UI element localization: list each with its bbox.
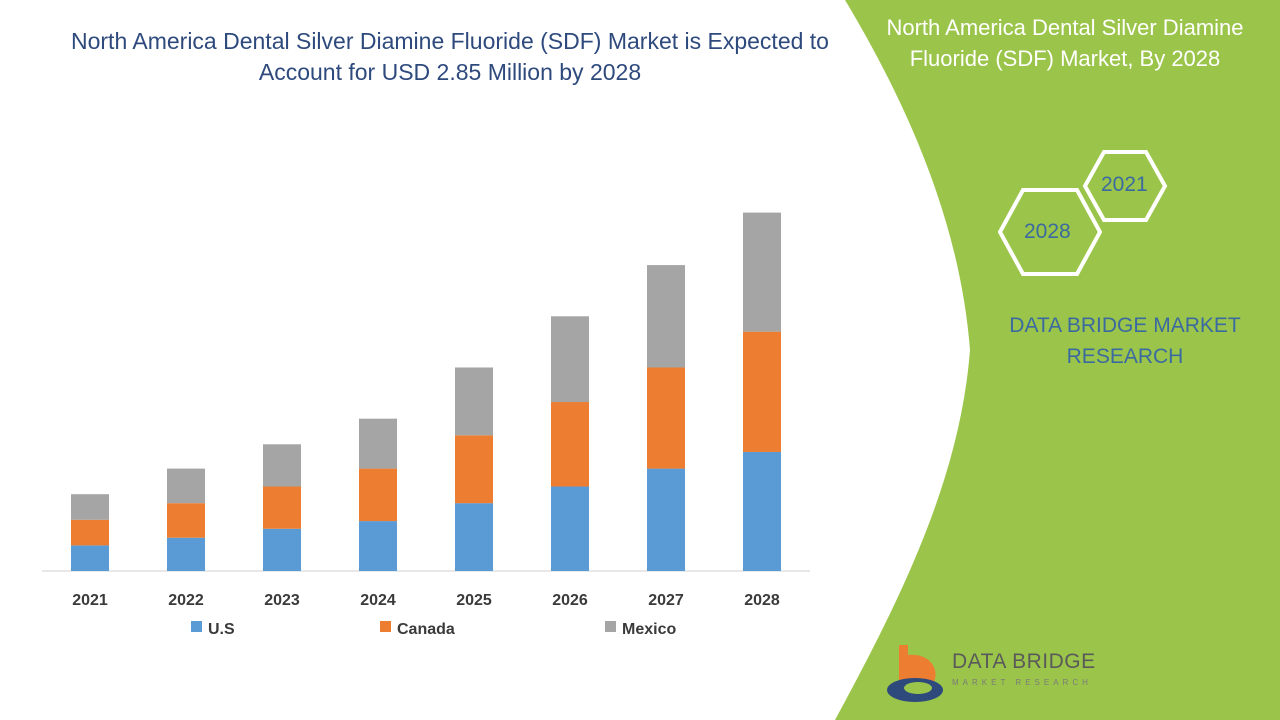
hexagon-label-2021: 2021 xyxy=(1101,173,1148,196)
legend-swatch xyxy=(605,621,616,632)
logo-mark xyxy=(887,645,943,702)
bar-canada-2025 xyxy=(455,435,493,504)
bar-us-2022 xyxy=(167,537,205,571)
bar-us-2027 xyxy=(647,468,685,571)
logo-name: DATA BRIDGE xyxy=(952,650,1096,673)
bar-mexico-2021 xyxy=(71,494,109,520)
x-tick-label: 2027 xyxy=(648,592,684,609)
bar-mexico-2026 xyxy=(551,316,589,403)
legend-label: U.S xyxy=(208,621,235,638)
bar-us-2026 xyxy=(551,486,589,571)
x-tick-label: 2024 xyxy=(360,592,396,609)
bar-mexico-2025 xyxy=(455,367,493,436)
legend-swatch xyxy=(191,621,202,632)
bar-canada-2027 xyxy=(647,367,685,469)
bar-canada-2028 xyxy=(743,331,781,452)
x-tick-label: 2028 xyxy=(744,592,780,609)
bar-us-2028 xyxy=(743,451,781,571)
x-tick-label: 2021 xyxy=(72,592,108,609)
bar-mexico-2027 xyxy=(647,265,685,368)
hexagon-2021 xyxy=(1082,150,1168,222)
legend-label: Canada xyxy=(397,621,455,638)
legend-label: Mexico xyxy=(622,621,676,638)
bar-mexico-2023 xyxy=(263,444,301,487)
bar-mexico-2024 xyxy=(359,418,397,469)
hexagon-label-2028: 2028 xyxy=(1024,220,1071,243)
green-side-panel xyxy=(835,0,1280,720)
hexagon-2028 xyxy=(997,188,1103,276)
x-tick-label: 2025 xyxy=(456,592,492,609)
logo-tagline: MARKET RESEARCH xyxy=(952,678,1092,687)
bar-us-2025 xyxy=(455,503,493,571)
bar-canada-2021 xyxy=(71,519,109,546)
brand-name: DATA BRIDGE MARKET RESEARCH xyxy=(1009,314,1241,368)
bar-mexico-2028 xyxy=(743,212,781,332)
chart-title: North America Dental Silver Diamine Fluo… xyxy=(71,28,829,85)
bar-us-2021 xyxy=(71,545,109,571)
bar-canada-2026 xyxy=(551,402,589,487)
bar-canada-2023 xyxy=(263,486,301,529)
legend-swatch xyxy=(380,621,391,632)
bar-canada-2024 xyxy=(359,468,397,522)
x-tick-label: 2026 xyxy=(552,592,588,609)
x-tick-label: 2022 xyxy=(168,592,204,609)
bar-canada-2022 xyxy=(167,503,205,538)
x-tick-label: 2023 xyxy=(264,592,300,609)
bar-us-2024 xyxy=(359,521,397,571)
panel-title: North America Dental Silver Diamine Fluo… xyxy=(886,15,1244,71)
bar-mexico-2022 xyxy=(167,468,205,504)
bar-us-2023 xyxy=(263,528,301,571)
